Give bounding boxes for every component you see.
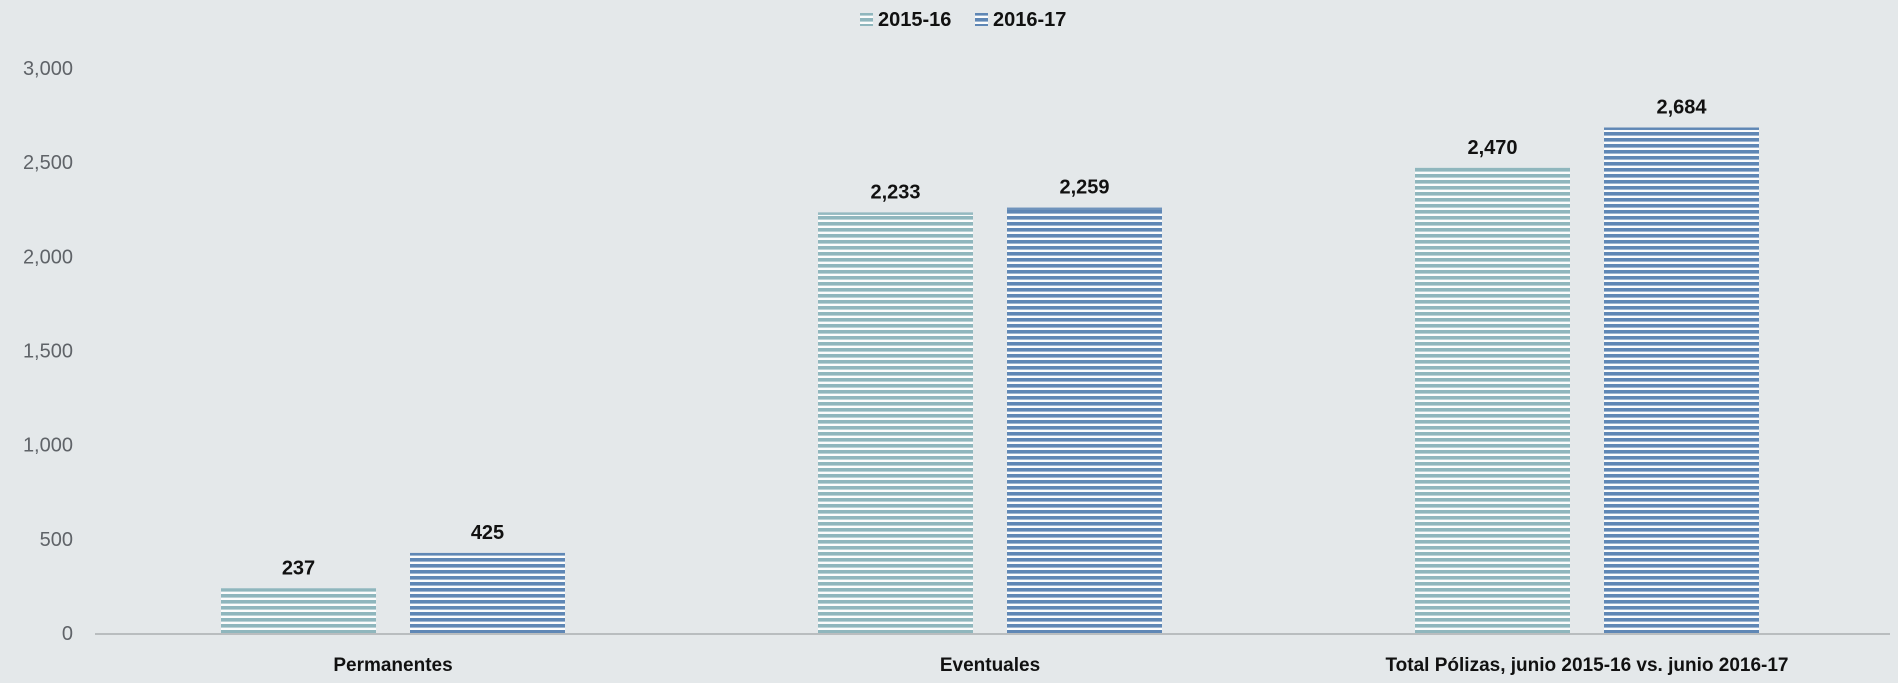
legend: 2015-16 2016-17 <box>860 9 1066 31</box>
bars: 237 425 2,233 2,259 2,470 2,684 <box>221 97 1759 634</box>
data-label-2015-16-2: 2,470 <box>1467 137 1517 159</box>
bar-2016-17-2 <box>1604 127 1759 633</box>
x-axis: Permanentes Eventuales Total Pólizas, juni… <box>95 633 1890 676</box>
y-tick-label: 3,000 <box>23 58 73 80</box>
y-axis: 0 500 1,000 1,500 2,000 2,500 3,000 <box>23 58 73 645</box>
bar-top-edge <box>1415 167 1570 171</box>
legend-label-2015-16: 2015-16 <box>878 9 951 31</box>
y-tick-label: 1,500 <box>23 341 73 363</box>
data-label-2015-16-1: 2,233 <box>870 181 920 203</box>
bar-top-edge <box>410 552 565 556</box>
data-label-2016-17-0: 425 <box>471 522 504 544</box>
bar-2015-16-0 <box>221 588 376 633</box>
y-tick-label: 0 <box>62 623 73 645</box>
category-label-2: Total Pólizas, junio 2015-16 vs. junio 2… <box>1385 655 1788 676</box>
data-label-2015-16-0: 237 <box>282 557 315 579</box>
bar-top-edge <box>1007 207 1162 211</box>
legend-swatch-2016-17 <box>975 13 988 26</box>
y-tick-label: 500 <box>40 529 73 551</box>
bar-2016-17-1 <box>1007 207 1162 633</box>
bar-top-edge <box>818 212 973 215</box>
data-label-2016-17-2: 2,684 <box>1656 97 1707 119</box>
legend-swatch-2015-16 <box>860 13 873 26</box>
category-label-1: Eventuales <box>940 655 1040 676</box>
data-label-2016-17-1: 2,259 <box>1059 177 1109 199</box>
bar-2016-17-0 <box>410 552 565 633</box>
y-tick-label: 2,000 <box>23 246 73 268</box>
y-tick-label: 2,500 <box>23 152 73 174</box>
y-tick-label: 1,000 <box>23 435 73 457</box>
bar-top-edge <box>221 588 376 591</box>
bar-2015-16-2 <box>1415 167 1570 634</box>
bar-top-edge <box>1604 127 1759 131</box>
category-label-0: Permanentes <box>333 655 452 676</box>
legend-label-2016-17: 2016-17 <box>993 9 1066 31</box>
bar-2015-16-1 <box>818 212 973 633</box>
